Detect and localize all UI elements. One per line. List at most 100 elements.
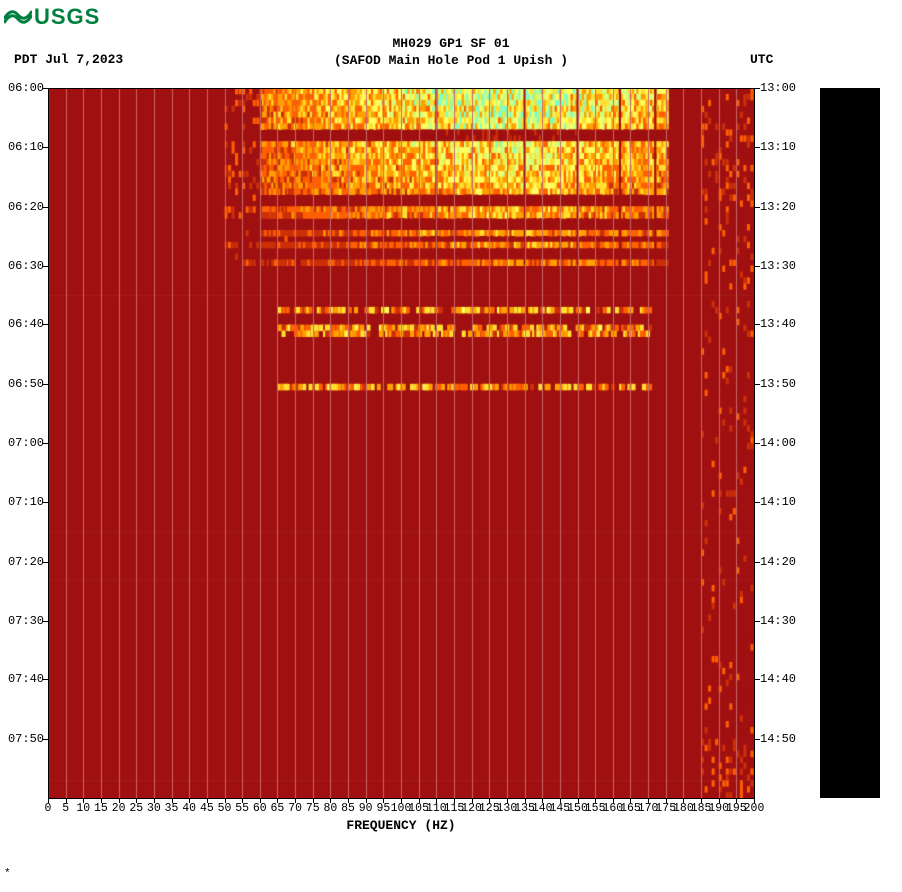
x-label: 65 xyxy=(271,802,285,815)
y-tick-right xyxy=(754,562,760,563)
usgs-logo: USGS xyxy=(4,4,100,30)
x-tick xyxy=(542,798,543,803)
y-tick-right xyxy=(754,739,760,740)
x-label: 70 xyxy=(288,802,302,815)
x-tick xyxy=(754,798,755,803)
x-tick xyxy=(736,798,737,803)
y-right-label: 14:40 xyxy=(760,672,796,686)
timezone-left-label: PDT Jul 7,2023 xyxy=(14,52,123,67)
x-tick xyxy=(613,798,614,803)
timezone-right-label: UTC xyxy=(750,52,773,67)
x-tick xyxy=(578,798,579,803)
x-tick xyxy=(119,798,120,803)
x-tick xyxy=(454,798,455,803)
x-tick xyxy=(260,798,261,803)
x-label: 15 xyxy=(94,802,108,815)
y-right-label: 13:30 xyxy=(760,259,796,273)
y-tick-left xyxy=(42,621,48,622)
x-label: 90 xyxy=(359,802,373,815)
x-tick xyxy=(366,798,367,803)
x-tick xyxy=(648,798,649,803)
y-right-label: 14:30 xyxy=(760,614,796,628)
x-tick xyxy=(295,798,296,803)
x-tick xyxy=(277,798,278,803)
x-tick xyxy=(242,798,243,803)
y-tick-left xyxy=(42,147,48,148)
x-axis-title: FREQUENCY (HZ) xyxy=(48,818,754,833)
y-left-label: 06:20 xyxy=(4,200,44,214)
y-right-label: 13:50 xyxy=(760,377,796,391)
usgs-logo-text: USGS xyxy=(34,4,100,30)
y-tick-right xyxy=(754,88,760,89)
x-tick xyxy=(666,798,667,803)
y-left-label: 07:40 xyxy=(4,672,44,686)
x-label: 20 xyxy=(112,802,126,815)
y-tick-right xyxy=(754,502,760,503)
y-tick-left xyxy=(42,384,48,385)
x-label: 75 xyxy=(306,802,320,815)
x-label: 40 xyxy=(182,802,196,815)
y-left-label: 07:30 xyxy=(4,614,44,628)
footer-mark: * xyxy=(4,868,11,880)
y-tick-left xyxy=(42,739,48,740)
x-tick xyxy=(701,798,702,803)
y-left-label: 07:20 xyxy=(4,555,44,569)
x-label: 25 xyxy=(129,802,143,815)
y-right-label: 13:40 xyxy=(760,317,796,331)
x-tick xyxy=(207,798,208,803)
x-label: 5 xyxy=(62,802,69,815)
y-tick-left xyxy=(42,88,48,89)
y-tick-right xyxy=(754,384,760,385)
x-label: 95 xyxy=(376,802,390,815)
y-left-label: 07:50 xyxy=(4,732,44,746)
x-tick xyxy=(630,798,631,803)
x-tick xyxy=(507,798,508,803)
y-right-label: 13:00 xyxy=(760,81,796,95)
spectrogram-canvas xyxy=(48,88,754,798)
y-left-label: 06:30 xyxy=(4,259,44,273)
x-label: 80 xyxy=(323,802,337,815)
y-tick-right xyxy=(754,621,760,622)
x-tick xyxy=(472,798,473,803)
y-tick-right xyxy=(754,147,760,148)
x-label: 0 xyxy=(45,802,52,815)
usgs-wave-icon xyxy=(4,5,32,29)
x-tick xyxy=(136,798,137,803)
x-tick xyxy=(419,798,420,803)
y-tick-right xyxy=(754,207,760,208)
x-tick xyxy=(66,798,67,803)
y-left-label: 07:10 xyxy=(4,495,44,509)
y-right-label: 13:10 xyxy=(760,140,796,154)
axis-left xyxy=(48,88,49,798)
colorbar xyxy=(820,88,880,798)
spectrogram-plot xyxy=(48,88,754,798)
x-label: 30 xyxy=(147,802,161,815)
chart-title: MH029 GP1 SF 01 xyxy=(0,36,902,51)
y-right-label: 13:20 xyxy=(760,200,796,214)
x-label: 85 xyxy=(341,802,355,815)
y-tick-right xyxy=(754,324,760,325)
y-right-label: 14:10 xyxy=(760,495,796,509)
x-tick xyxy=(436,798,437,803)
x-label: 200 xyxy=(744,802,765,815)
x-tick xyxy=(560,798,561,803)
x-tick xyxy=(189,798,190,803)
y-left-label: 06:50 xyxy=(4,377,44,391)
y-right-label: 14:00 xyxy=(760,436,796,450)
y-tick-left xyxy=(42,324,48,325)
x-tick xyxy=(683,798,684,803)
y-tick-right xyxy=(754,443,760,444)
x-tick xyxy=(48,798,49,803)
x-tick xyxy=(401,798,402,803)
y-left-label: 06:00 xyxy=(4,81,44,95)
x-tick xyxy=(154,798,155,803)
x-label: 55 xyxy=(235,802,249,815)
x-tick xyxy=(172,798,173,803)
y-tick-left xyxy=(42,562,48,563)
x-label: 35 xyxy=(165,802,179,815)
x-tick xyxy=(383,798,384,803)
y-left-label: 07:00 xyxy=(4,436,44,450)
x-tick xyxy=(101,798,102,803)
y-left-label: 06:10 xyxy=(4,140,44,154)
y-tick-left xyxy=(42,443,48,444)
